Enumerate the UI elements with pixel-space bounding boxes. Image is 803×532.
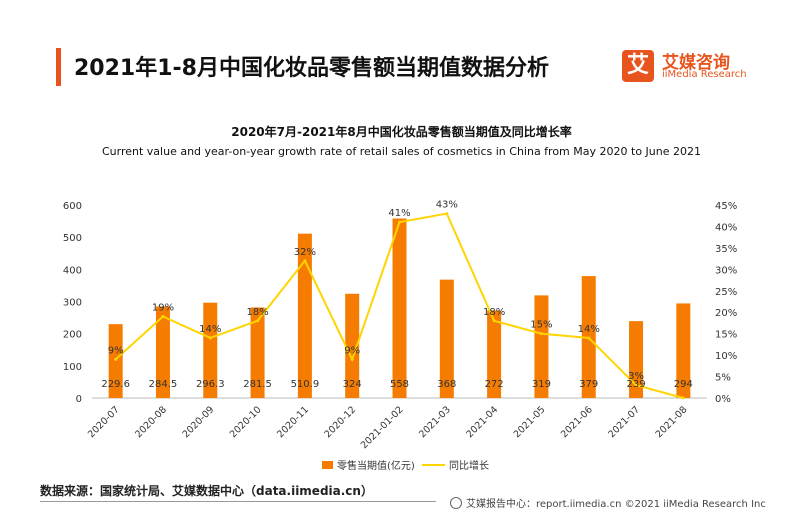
growth-point — [445, 212, 449, 216]
bar — [108, 324, 123, 398]
x-tick-label: 2021-03 — [417, 404, 453, 440]
x-tick-label: 2021-05 — [512, 404, 548, 440]
y-left-tick-label: 600 — [63, 201, 82, 212]
combo-chart: 0 100 200 300 400 500 600 0% 5% 10% 15% 20% 25% 30% 35… — [63, 200, 737, 472]
chart-title-cn: 2020年7月-2021年8月中国化妆品零售额当期值及同比增长率 — [231, 125, 572, 139]
x-tick-label: 2021-06 — [559, 404, 595, 440]
growth-value-label: 9% — [108, 345, 124, 356]
growth-value-label: 32% — [294, 247, 316, 258]
y-right-tick-label: 5% — [715, 373, 731, 384]
footer-divider — [40, 501, 436, 502]
bar-value-label: 510.9 — [291, 379, 320, 390]
growth-value-label: 18% — [483, 307, 505, 318]
y-left-tick-label: 200 — [63, 330, 82, 341]
x-tick-label: 2021-08 — [654, 404, 690, 440]
bar-value-label: 319 — [532, 379, 551, 390]
y-left-tick-label: 100 — [63, 362, 82, 373]
bar-value-label: 229.6 — [101, 379, 130, 390]
bar-value-label: 324 — [343, 379, 362, 390]
growth-point — [398, 220, 401, 224]
y-right-tick-label: 45% — [715, 201, 737, 212]
x-tick-label: 2021-04 — [464, 404, 500, 440]
growth-value-label: 15% — [530, 320, 552, 331]
y-left-tick-label: 400 — [63, 265, 82, 276]
brand-logo: 艾 艾媒咨询 iiMedia Research — [622, 50, 782, 90]
growth-point — [161, 315, 165, 319]
logo-mark-icon: 艾 — [622, 50, 654, 82]
growth-value-label: 19% — [152, 303, 174, 314]
y-right-tick-label: 35% — [715, 244, 737, 255]
growth-value-label: 41% — [388, 208, 410, 219]
bar — [345, 293, 360, 398]
bar — [203, 302, 218, 398]
growth-point — [492, 319, 496, 323]
growth-value-label: 18% — [246, 307, 268, 318]
growth-point — [681, 396, 685, 400]
x-tick-label: 2020-10 — [228, 404, 264, 440]
bar-value-label: 281.5 — [243, 379, 272, 390]
x-tick-label: 2020-12 — [322, 404, 358, 440]
x-tick-label: 2020-09 — [181, 404, 217, 440]
growth-point — [350, 357, 354, 361]
growth-value-label: 9% — [344, 345, 360, 356]
bar-value-label: 272 — [485, 379, 504, 390]
y-right-tick-label: 30% — [715, 265, 737, 276]
bar-value-label: 284.5 — [149, 379, 178, 390]
y-left-tick-label: 0 — [76, 394, 82, 405]
logo-name-cn: 艾媒咨询 — [662, 53, 730, 73]
bar — [250, 307, 265, 398]
footer-credit: 艾媒报告中心：report.iimedia.cn ©2021 iiMedia R… — [450, 495, 766, 510]
x-tick-label: 2020-11 — [275, 404, 311, 440]
bar-value-label: 368 — [437, 379, 456, 390]
data-source: 数据来源：国家统计局、艾媒数据中心（data.iimedia.cn） — [40, 484, 373, 498]
title-accent-bar — [56, 48, 61, 86]
growth-point — [303, 259, 307, 263]
growth-point — [634, 383, 638, 387]
x-tick-label: 2020-08 — [133, 404, 169, 440]
growth-value-label: 43% — [436, 200, 458, 211]
bar — [392, 218, 407, 398]
legend-line-label: 同比增长 — [449, 459, 489, 472]
footer-credit-text: 艾媒报告中心：report.iimedia.cn ©2021 iiMedia R… — [466, 499, 766, 510]
growth-value-label: 3% — [628, 371, 644, 382]
bar — [676, 303, 691, 398]
bar — [297, 233, 312, 398]
y-right-tick-label: 25% — [715, 287, 737, 298]
bar — [534, 295, 549, 398]
growth-value-label: 14% — [578, 324, 600, 335]
growth-point — [114, 357, 118, 361]
bar-value-label: 558 — [390, 379, 409, 390]
y-left-tick-label: 500 — [63, 233, 82, 244]
x-tick-label: 2020-07 — [86, 404, 122, 440]
logo-name-en: iiMedia Research — [662, 69, 747, 80]
growth-point — [539, 332, 543, 336]
y-right-tick-label: 10% — [715, 351, 737, 362]
x-tick-label: 2021-01-02 — [359, 404, 406, 451]
y-right-tick-label: 40% — [715, 222, 737, 233]
bar-value-label: 296.3 — [196, 379, 225, 390]
y-right-tick-label: 20% — [715, 308, 737, 319]
chart-title-en: Current value and year-on-year growth ra… — [101, 145, 701, 158]
y-right-tick-label: 0% — [715, 394, 731, 405]
y-left-tick-label: 300 — [63, 298, 82, 309]
bar-value-label: 294 — [674, 379, 693, 390]
page-title: 2021年1-8月中国化妆品零售额当期值数据分析 — [74, 56, 549, 81]
y-right-tick-label: 15% — [715, 330, 737, 341]
report-center-icon — [450, 497, 462, 509]
growth-value-label: 14% — [199, 324, 221, 335]
legend-bar-label: 零售当期值(亿元) — [337, 459, 415, 472]
x-tick-label: 2021-07 — [606, 404, 642, 440]
bar — [439, 279, 454, 398]
legend-bar-swatch — [322, 461, 333, 469]
bar — [155, 306, 170, 398]
bar — [487, 310, 502, 398]
bar-value-label: 379 — [579, 379, 598, 390]
growth-point — [256, 319, 260, 323]
growth-point — [208, 336, 212, 340]
bar-value-label: 239 — [626, 379, 645, 390]
growth-point — [587, 336, 591, 340]
bar — [629, 321, 644, 398]
